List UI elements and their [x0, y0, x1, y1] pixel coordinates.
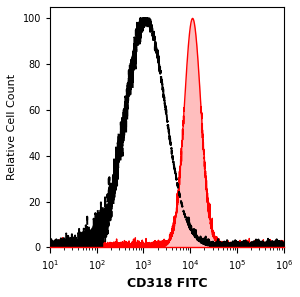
Y-axis label: Relative Cell Count: Relative Cell Count: [7, 74, 17, 180]
X-axis label: CD318 FITC: CD318 FITC: [127, 277, 207, 290]
